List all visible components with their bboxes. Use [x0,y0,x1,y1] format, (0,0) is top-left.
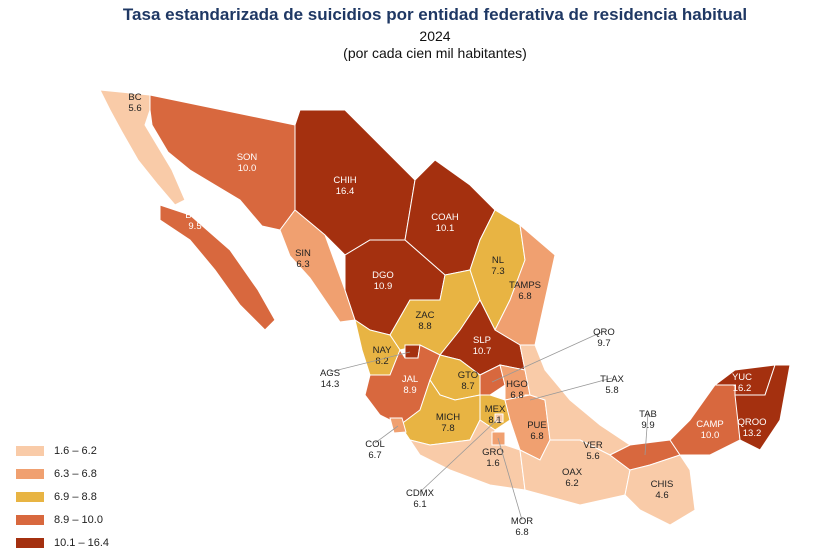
state-value: 6.1 [413,499,426,510]
leader-line [491,330,605,383]
state-code: MICH [436,412,460,423]
state-value: 1.6 [486,458,499,469]
state-value: 10.9 [374,281,393,292]
state-code: CAMP [696,419,723,430]
legend-label: 6.3 – 6.8 [54,468,97,480]
state-code: SON [237,152,258,163]
state-code: NAY [373,345,392,356]
leader-line [374,425,399,444]
states [99,89,791,526]
leader-line [529,377,613,401]
state-code: BCS [185,210,205,221]
state-value: 6.8 [510,390,523,401]
state-code: MOR [511,516,533,527]
leader-line [644,412,649,456]
legend-swatch [16,492,44,502]
state-value: 14.3 [321,379,340,390]
state-value: 13.2 [743,428,762,439]
state-value: 9.5 [188,221,201,232]
map-title: Tasa estandarizada de suicidios por enti… [123,5,747,24]
state-value: 6.2 [565,478,578,489]
state-code: TAB [639,409,657,420]
legend-label: 1.6 – 6.2 [54,445,97,457]
state-value: 16.4 [336,186,355,197]
legend-swatch [16,538,44,548]
state-code: OAX [562,467,583,478]
state-code: BC [128,92,141,103]
state-value: 9.9 [641,420,654,431]
state-code: ZAC [416,310,435,321]
legend: 1.6 – 6.2 6.3 – 6.8 6.9 – 8.8 8.9 – 10.0 10.… [16,445,109,549]
state-code: MEX [485,404,506,415]
state-value: 5.6 [128,103,141,114]
state-code: CHIS [651,479,674,490]
leader-line [497,437,523,521]
state-code: HGO [506,379,528,390]
state-code: TAMPS [509,280,541,291]
state [479,364,506,396]
legend-swatch [16,446,44,456]
state-value: 5.6 [586,451,599,462]
state-value: 10.7 [473,346,492,357]
map-subtitle: (por cada cien mil habitantes) [343,45,527,61]
state-value: 8.9 [403,385,416,396]
state-code: JAL [402,374,418,385]
state-value: 6.8 [515,527,528,538]
state-value: 10.0 [238,163,257,174]
state [734,364,791,451]
legend-label: 10.1 – 16.4 [54,537,109,549]
state [404,344,421,359]
state-code: PUE [527,420,547,431]
legend-label: 6.9 – 8.8 [54,491,97,503]
state-code: TLAX [600,374,624,385]
state [624,454,696,526]
state-value: 16.2 [733,383,752,394]
state-value: 9.7 [597,338,610,349]
state-code: YUC [732,372,752,383]
state [159,204,276,331]
state-code: SIN [295,248,311,259]
state-value: 8.8 [418,321,431,332]
state-code: GRO [482,447,504,458]
state-code: COL [365,439,385,450]
state-code: QROO [737,417,766,428]
state-value: 8.2 [375,356,388,367]
state-code: VER [583,440,603,451]
state-value: 4.6 [655,490,668,501]
state-value: 10.0 [701,430,720,441]
leader-line [329,351,411,373]
state-code: AGS [320,368,340,379]
state-value: 6.8 [518,291,531,302]
state-value: 6.3 [296,259,309,270]
state-code: CHIH [333,175,356,186]
state-code: COAH [431,212,459,223]
labels: BC5.6SON10.0CHIH16.4COAH10.1BCS9.5SIN6.3… [128,92,766,538]
state-value: 6.7 [368,450,381,461]
state-value: 7.3 [491,266,504,277]
legend-swatch [16,469,44,479]
map-year: 2024 [419,28,450,44]
state-value: 8.7 [461,381,474,392]
state-code: DGO [372,270,394,281]
legend-label: 8.9 – 10.0 [54,514,103,526]
state-code: CDMX [406,488,435,499]
state-code: GTO [458,370,478,381]
legend-swatch [16,515,44,525]
state-code: QRO [593,327,615,338]
state-value: 8.1 [488,415,501,426]
state-code: SLP [473,335,491,346]
state-value: 5.8 [605,385,618,396]
state-value: 6.8 [530,431,543,442]
state-value: 10.1 [436,223,455,234]
state-code: NL [492,255,504,266]
state-value: 7.8 [441,423,454,434]
leader-line [419,417,500,493]
